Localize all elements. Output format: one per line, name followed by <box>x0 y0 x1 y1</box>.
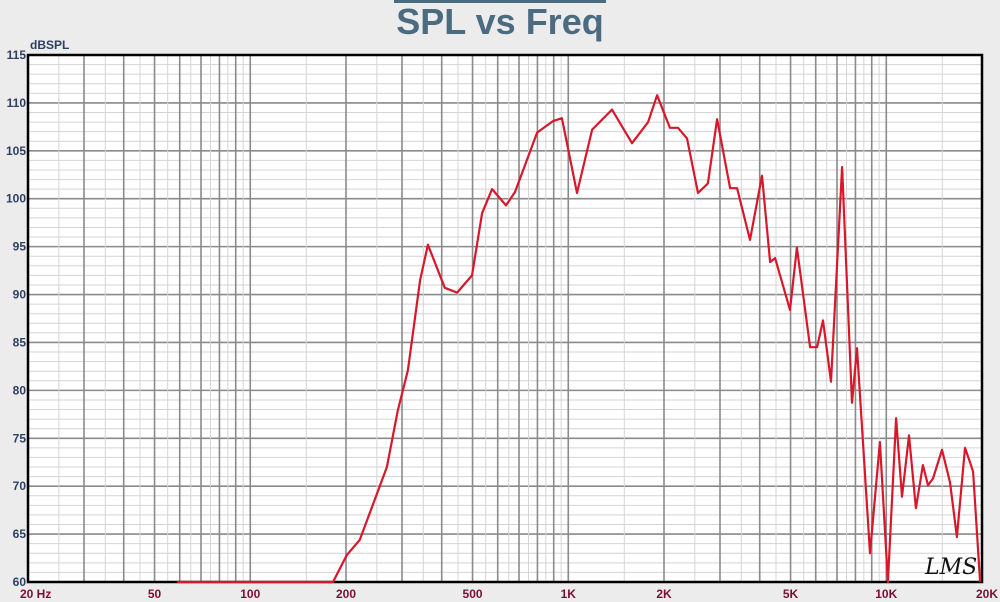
plot-background <box>28 55 982 582</box>
spl-series-line <box>177 94 982 584</box>
x-tick-label: 20 Hz <box>20 587 51 601</box>
x-tick-label: 10K <box>875 587 897 601</box>
y-tick-label: 90 <box>13 288 27 302</box>
x-tick-label: 1K <box>561 587 577 601</box>
x-tick-label: 2K <box>656 587 672 601</box>
x-tick-label: 200 <box>336 587 356 601</box>
grid <box>27 54 983 583</box>
y-tick-label: 105 <box>6 144 26 158</box>
lms-watermark: LMS <box>924 555 977 580</box>
y-tick-label: 85 <box>13 335 27 349</box>
plot-frame <box>26 53 984 584</box>
y-tick-label: 95 <box>13 240 27 254</box>
x-tick-label: 5K <box>783 587 799 601</box>
y-tick-label: 75 <box>13 431 27 445</box>
y-tick-label: 100 <box>6 192 26 206</box>
x-tick-label: 20K <box>976 587 998 601</box>
y-axis-label: dBSPL <box>30 38 69 52</box>
y-tick-label: 70 <box>13 479 27 493</box>
y-tick-label: 60 <box>13 575 27 589</box>
y-tick-label: 80 <box>13 383 27 397</box>
x-tick-label: 50 <box>148 587 162 601</box>
y-tick-label: 65 <box>13 527 27 541</box>
y-tick-label: 110 <box>7 96 27 110</box>
x-ticks: 20 Hz 50 100 200 500 1K 2K 5K 10K 20K <box>20 587 998 601</box>
chart-title-text: SPL vs Freq <box>394 0 606 42</box>
x-tick-label: 500 <box>463 587 483 601</box>
y-tick-label: 115 <box>7 48 27 62</box>
chart-title: SPL vs Freq <box>0 0 1000 43</box>
x-tick-label: 100 <box>240 587 260 601</box>
y-ticks: 60 65 70 75 80 85 90 95 100 105 110 115 <box>6 48 26 589</box>
